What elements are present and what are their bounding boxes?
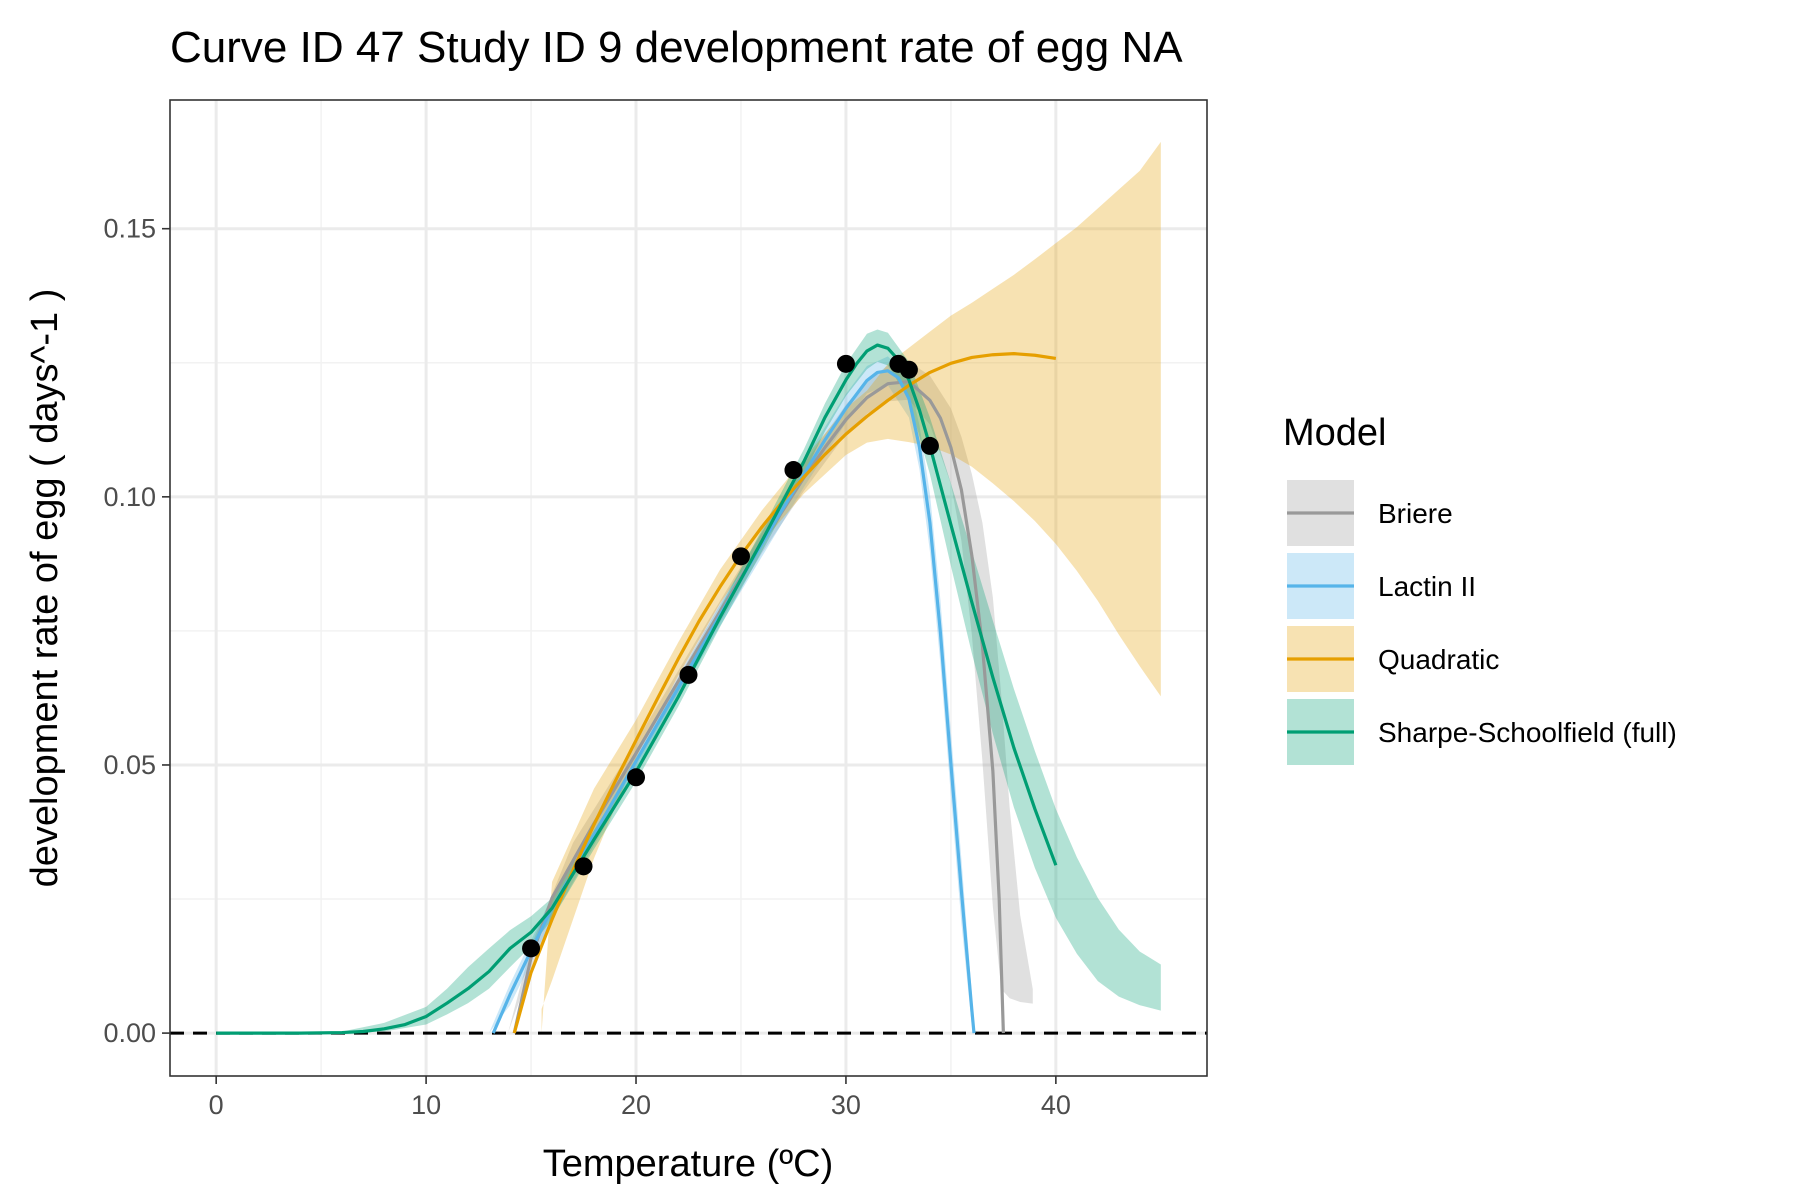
band-quadratic bbox=[541, 141, 1161, 1034]
y-tick-label: 0.00 bbox=[103, 1018, 156, 1048]
y-tick-label: 0.10 bbox=[103, 482, 156, 512]
x-tick-label: 10 bbox=[411, 1090, 441, 1120]
data-point bbox=[627, 768, 646, 787]
legend-item-sharpe-schoolfield-full: Sharpe-Schoolfield (full) bbox=[1287, 699, 1677, 765]
data-point bbox=[522, 939, 541, 958]
data-point bbox=[920, 436, 939, 455]
curve-lactin-ii bbox=[491, 369, 976, 1034]
data-point bbox=[836, 354, 855, 373]
data-point bbox=[784, 461, 803, 480]
curve-sharpe-schoolfield-full bbox=[216, 343, 1058, 1035]
plot-background bbox=[170, 100, 1207, 1076]
plot-border bbox=[169, 99, 1208, 1077]
y-axis: 0.00 0.05 0.10 0.15 bbox=[103, 214, 170, 1048]
chart-title: Curve ID 47 Study ID 9 development rate … bbox=[170, 23, 1183, 72]
legend-item-briere: Briere bbox=[1287, 480, 1453, 546]
x-tick-label: 20 bbox=[621, 1090, 651, 1120]
observed-points bbox=[522, 354, 939, 958]
data-point bbox=[574, 857, 593, 876]
legend-item-quadratic: Quadratic bbox=[1287, 626, 1499, 692]
data-point bbox=[731, 547, 750, 566]
legend-label: Quadratic bbox=[1378, 644, 1499, 675]
legend-item-lactin-ii: Lactin II bbox=[1287, 553, 1476, 619]
legend-label: Lactin II bbox=[1378, 571, 1476, 602]
x-tick-label: 40 bbox=[1041, 1090, 1071, 1120]
legend-title: Model bbox=[1283, 412, 1387, 454]
x-axis: 0 10 20 30 40 bbox=[209, 1076, 1071, 1120]
x-axis-title: Temperature (ºC) bbox=[543, 1143, 834, 1185]
curve-briere bbox=[512, 379, 1005, 1034]
plot-area bbox=[169, 99, 1208, 1077]
x-tick-label: 30 bbox=[831, 1090, 861, 1120]
model-curves bbox=[216, 343, 1058, 1035]
legend-label: Briere bbox=[1378, 498, 1453, 529]
x-tick-label: 0 bbox=[209, 1090, 224, 1120]
y-tick-label: 0.05 bbox=[103, 750, 156, 780]
legend-label: Sharpe-Schoolfield (full) bbox=[1378, 717, 1677, 748]
data-point bbox=[899, 360, 918, 379]
y-tick-label: 0.15 bbox=[103, 214, 156, 244]
y-axis-title: development rate of egg ( days^-1 ) bbox=[24, 289, 66, 888]
data-point bbox=[679, 665, 698, 684]
legend: Model Briere Lactin II Quadratic Sharpe-Sch… bbox=[1283, 412, 1677, 765]
